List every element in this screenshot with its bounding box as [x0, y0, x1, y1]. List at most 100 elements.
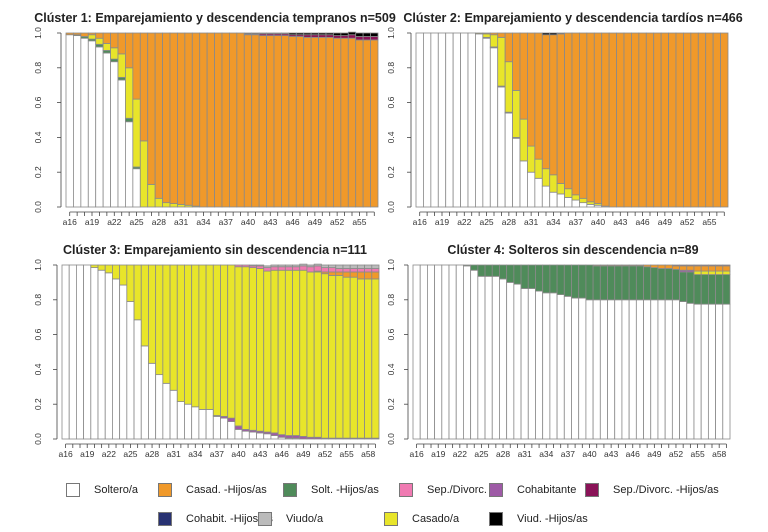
bar-segment: [504, 61, 513, 113]
bar-segment: [241, 266, 250, 430]
bar-segment: [342, 276, 351, 439]
x-tick-label: a46: [635, 217, 649, 227]
x-tick-label: a34: [546, 217, 560, 227]
bar-segment: [340, 32, 349, 37]
bar-segment: [549, 264, 558, 294]
bar-segment: [65, 34, 74, 208]
x-tick-label: a46: [275, 449, 289, 459]
bar-segment: [571, 32, 580, 196]
y-tick-label: 0.6: [386, 96, 396, 108]
bar-segment: [512, 137, 521, 208]
bar-segment: [527, 171, 536, 208]
bar-segment: [482, 33, 491, 38]
bar-segment: [313, 271, 322, 438]
bar-segment: [355, 39, 364, 208]
bar-segment: [126, 264, 135, 302]
bar-segment: [437, 32, 447, 208]
bar-segment: [621, 265, 630, 301]
bar-segment: [679, 271, 688, 302]
panel-title: Clúster 4: Solteros sin descendencia n=8…: [447, 243, 698, 257]
bar-segment: [318, 36, 327, 208]
bar-segment: [119, 264, 128, 286]
x-tick-label: a37: [569, 217, 583, 227]
bar-segment: [722, 274, 731, 305]
bar-segment: [527, 264, 536, 289]
bar-segment: [657, 268, 666, 301]
y-tick-label: 0.6: [33, 96, 43, 108]
bar-segment: [628, 265, 637, 301]
bar-segment: [690, 32, 699, 208]
bar-segment: [87, 34, 97, 40]
bar-segment: [628, 299, 637, 440]
bar-segment: [355, 36, 364, 41]
bar-segment: [284, 264, 293, 268]
bar-segment: [177, 32, 186, 205]
bar-segment: [520, 264, 529, 289]
bar-segment: [227, 421, 236, 440]
bar-segment: [325, 32, 334, 36]
bar-segment: [356, 264, 365, 269]
bar-segment: [241, 430, 250, 440]
bar-segment: [184, 32, 193, 206]
bar-segment: [541, 34, 551, 170]
bar-segment: [243, 32, 253, 35]
bar-segment: [541, 32, 551, 36]
bar-segment: [370, 39, 379, 208]
bar-segment: [697, 32, 707, 208]
bar-segment: [306, 264, 315, 268]
bar-segment: [256, 268, 265, 432]
bar-segment: [497, 86, 506, 208]
bar-segment: [364, 264, 373, 269]
bar-segment: [683, 32, 692, 208]
bar-segment: [477, 264, 486, 277]
bar-segment: [263, 270, 272, 433]
bar-segment: [607, 265, 616, 301]
bar-segment: [700, 264, 709, 267]
bar-segment: [448, 264, 457, 440]
x-tick-label: a55: [690, 449, 704, 459]
bar-segment: [241, 264, 250, 268]
bar-segment: [234, 429, 243, 440]
bar-segment: [328, 271, 337, 276]
x-tick-label: a49: [658, 217, 672, 227]
y-tick-label: 1.0: [386, 259, 396, 271]
bar-segment: [527, 32, 536, 147]
bar-segment: [258, 32, 267, 35]
bar-segment: [299, 265, 308, 271]
bar-segment: [248, 431, 257, 440]
x-tick-label: a58: [361, 449, 375, 459]
bar-segment: [299, 263, 308, 267]
bar-segment: [371, 278, 380, 439]
bar-segment: [434, 264, 443, 440]
x-tick-label: a49: [647, 449, 661, 459]
x-tick-label: a37: [210, 449, 224, 459]
bar-segment: [370, 36, 379, 41]
bar-segment: [263, 267, 272, 272]
y-tick-label: 0.2: [33, 398, 43, 410]
bar-segment: [722, 264, 731, 267]
bar-segment: [292, 264, 301, 268]
bar-segment: [256, 264, 265, 267]
bar-segment: [722, 265, 731, 272]
bar-segment: [715, 265, 724, 272]
bar-segment: [427, 264, 436, 440]
x-tick-label: a43: [604, 449, 618, 459]
bar-segment: [707, 265, 716, 272]
bar-segment: [364, 271, 373, 280]
y-tick-label: 0.4: [33, 131, 43, 143]
bar-segment: [328, 275, 337, 439]
bar-segment: [556, 193, 565, 208]
x-tick-label: a49: [308, 217, 322, 227]
bar-segment: [700, 303, 709, 440]
bar-segment: [349, 268, 358, 273]
x-tick-label: a19: [431, 449, 445, 459]
bar-segment: [460, 32, 469, 208]
bar-segment: [527, 288, 536, 440]
bar-segment: [320, 264, 329, 269]
bar-segment: [497, 36, 506, 87]
bar-segment: [679, 264, 688, 267]
bar-segment: [132, 168, 141, 208]
bar-segment: [419, 264, 428, 440]
x-tick-label: a52: [330, 217, 344, 227]
bar-segment: [430, 32, 439, 208]
